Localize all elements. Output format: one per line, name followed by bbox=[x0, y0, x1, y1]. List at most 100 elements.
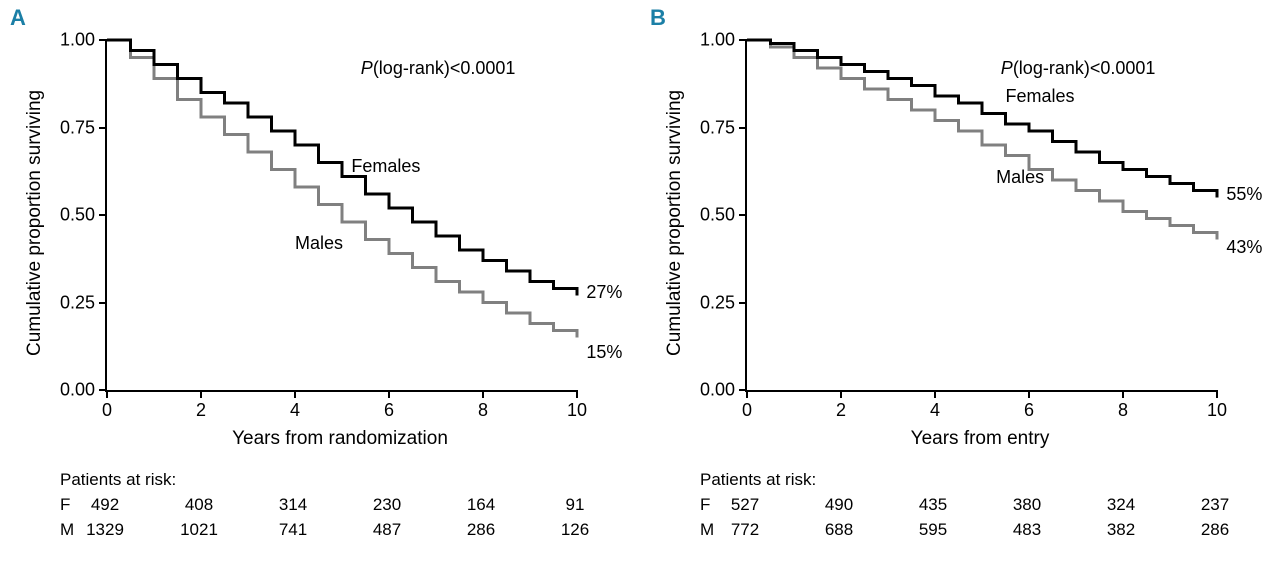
risk-table-header: Patients at risk: bbox=[60, 470, 176, 490]
y-tick bbox=[739, 302, 747, 304]
y-tick bbox=[99, 39, 107, 41]
risk-row-label-F: F bbox=[700, 495, 710, 515]
risk-cell: 382 bbox=[1107, 520, 1135, 540]
y-tick-label: 0.25 bbox=[700, 292, 735, 313]
females-end-label: 55% bbox=[1226, 184, 1262, 205]
risk-cell: 237 bbox=[1201, 495, 1229, 515]
risk-cell: 772 bbox=[731, 520, 759, 540]
risk-row-label-M: M bbox=[700, 520, 714, 540]
risk-cell: 490 bbox=[825, 495, 853, 515]
y-tick-label: 0.50 bbox=[700, 205, 735, 226]
x-tick bbox=[1216, 390, 1218, 398]
females-end-label: 27% bbox=[586, 282, 622, 303]
risk-cell: 487 bbox=[373, 520, 401, 540]
risk-cell: 492 bbox=[91, 495, 119, 515]
x-tick-label: 8 bbox=[478, 400, 488, 421]
x-tick bbox=[294, 390, 296, 398]
y-tick-label: 0.75 bbox=[700, 117, 735, 138]
plot-area-B: 0.000.250.500.751.000246810P(log-rank)<0… bbox=[745, 40, 1217, 392]
risk-cell: 314 bbox=[279, 495, 307, 515]
survival-curves-A bbox=[107, 40, 577, 390]
panel-B: B0.000.250.500.751.000246810P(log-rank)<… bbox=[640, 0, 1280, 562]
p-value-text: P(log-rank)<0.0001 bbox=[1001, 58, 1156, 79]
p-value-rest: (log-rank)<0.0001 bbox=[373, 58, 516, 78]
risk-cell: 286 bbox=[1201, 520, 1229, 540]
risk-cell: 741 bbox=[279, 520, 307, 540]
x-tick bbox=[840, 390, 842, 398]
x-tick-label: 4 bbox=[930, 400, 940, 421]
y-tick bbox=[739, 39, 747, 41]
y-axis-title: Cumulative proportion surviving bbox=[24, 96, 46, 356]
risk-cell: 688 bbox=[825, 520, 853, 540]
y-axis-title: Cumulative proportion surviving bbox=[664, 96, 686, 356]
p-value-italic-p: P bbox=[361, 58, 373, 78]
risk-cell: 380 bbox=[1013, 495, 1041, 515]
x-tick bbox=[576, 390, 578, 398]
males-curve bbox=[107, 40, 577, 338]
males-end-label: 15% bbox=[586, 342, 622, 363]
x-tick bbox=[746, 390, 748, 398]
risk-cell: 1021 bbox=[180, 520, 218, 540]
p-value-text: P(log-rank)<0.0001 bbox=[361, 58, 516, 79]
y-tick bbox=[99, 214, 107, 216]
risk-cell: 527 bbox=[731, 495, 759, 515]
risk-table-header: Patients at risk: bbox=[700, 470, 816, 490]
risk-cell: 324 bbox=[1107, 495, 1135, 515]
risk-cell: 483 bbox=[1013, 520, 1041, 540]
risk-cell: 1329 bbox=[86, 520, 124, 540]
risk-cell: 595 bbox=[919, 520, 947, 540]
x-tick-label: 6 bbox=[1024, 400, 1034, 421]
risk-cell: 91 bbox=[566, 495, 585, 515]
risk-row-label-F: F bbox=[60, 495, 70, 515]
x-tick-label: 2 bbox=[836, 400, 846, 421]
panel-label-A: A bbox=[10, 5, 26, 31]
x-tick-label: 8 bbox=[1118, 400, 1128, 421]
males-curve-label: Males bbox=[295, 233, 343, 254]
y-tick-label: 0.00 bbox=[60, 380, 95, 401]
y-tick-label: 0.00 bbox=[700, 380, 735, 401]
x-tick-label: 2 bbox=[196, 400, 206, 421]
risk-cell: 230 bbox=[373, 495, 401, 515]
x-tick-label: 6 bbox=[384, 400, 394, 421]
y-tick bbox=[739, 127, 747, 129]
x-tick bbox=[1122, 390, 1124, 398]
risk-cell: 126 bbox=[561, 520, 589, 540]
risk-cell: 408 bbox=[185, 495, 213, 515]
risk-cell: 164 bbox=[467, 495, 495, 515]
x-tick-label: 10 bbox=[1207, 400, 1227, 421]
y-tick-label: 1.00 bbox=[700, 30, 735, 51]
males-end-label: 43% bbox=[1226, 237, 1262, 258]
x-tick bbox=[106, 390, 108, 398]
risk-cell: 435 bbox=[919, 495, 947, 515]
x-tick bbox=[1028, 390, 1030, 398]
p-value-rest: (log-rank)<0.0001 bbox=[1013, 58, 1156, 78]
x-tick bbox=[934, 390, 936, 398]
x-tick bbox=[482, 390, 484, 398]
survival-curves-B bbox=[747, 40, 1217, 390]
y-tick bbox=[739, 214, 747, 216]
x-tick bbox=[388, 390, 390, 398]
figure-root: A0.000.250.500.751.000246810P(log-rank)<… bbox=[0, 0, 1280, 562]
x-tick-label: 4 bbox=[290, 400, 300, 421]
x-axis-title: Years from randomization bbox=[230, 428, 450, 450]
x-axis-title: Years from entry bbox=[870, 428, 1090, 450]
p-value-italic-p: P bbox=[1001, 58, 1013, 78]
risk-cell: 286 bbox=[467, 520, 495, 540]
x-tick-label: 10 bbox=[567, 400, 587, 421]
panel-A: A0.000.250.500.751.000246810P(log-rank)<… bbox=[0, 0, 640, 562]
x-tick-label: 0 bbox=[742, 400, 752, 421]
females-curve-label: Females bbox=[351, 156, 420, 177]
x-tick-label: 0 bbox=[102, 400, 112, 421]
y-tick-label: 0.75 bbox=[60, 117, 95, 138]
males-curve-label: Males bbox=[996, 167, 1044, 188]
females-curve-label: Females bbox=[1006, 86, 1075, 107]
y-tick-label: 1.00 bbox=[60, 30, 95, 51]
panel-label-B: B bbox=[650, 5, 666, 31]
y-tick-label: 0.25 bbox=[60, 292, 95, 313]
plot-area-A: 0.000.250.500.751.000246810P(log-rank)<0… bbox=[105, 40, 577, 392]
x-tick bbox=[200, 390, 202, 398]
y-tick bbox=[99, 127, 107, 129]
y-tick-label: 0.50 bbox=[60, 205, 95, 226]
risk-row-label-M: M bbox=[60, 520, 74, 540]
y-tick bbox=[99, 302, 107, 304]
